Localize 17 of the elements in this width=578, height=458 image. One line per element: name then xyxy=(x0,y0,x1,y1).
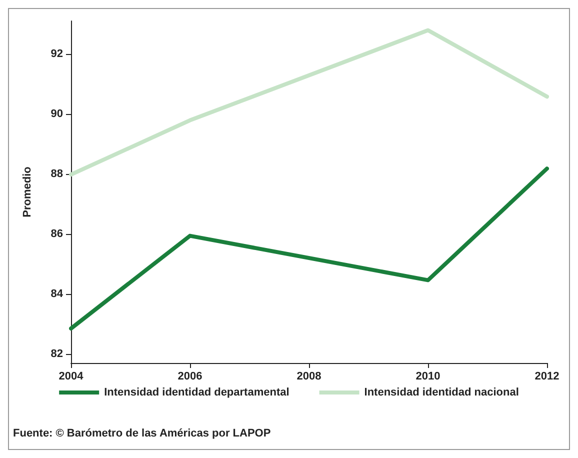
y-tick-label: 92 xyxy=(50,48,63,60)
legend-label: Intensidad identidad departamental xyxy=(104,386,290,398)
y-tick-label: 86 xyxy=(50,228,63,240)
line-series xyxy=(69,28,549,177)
legend-label: Intensidad identidad nacional xyxy=(364,386,519,398)
source-note: Fuente: © Barómetro de las Américas por LAPOP xyxy=(13,428,271,440)
x-tick-label: 2012 xyxy=(534,370,560,382)
x-tick-label: 2010 xyxy=(416,370,440,382)
y-tick-label: 84 xyxy=(50,288,64,300)
line-series xyxy=(69,166,549,330)
y-tick-label: 88 xyxy=(50,168,63,180)
x-tick-label: 2008 xyxy=(296,370,322,382)
y-tick-label: 90 xyxy=(50,108,63,120)
y-tick-label: 82 xyxy=(50,348,63,360)
x-tick-label: 2004 xyxy=(58,370,84,382)
y-axis-title: Promedio xyxy=(22,166,34,218)
x-tick-label: 2006 xyxy=(178,370,202,382)
